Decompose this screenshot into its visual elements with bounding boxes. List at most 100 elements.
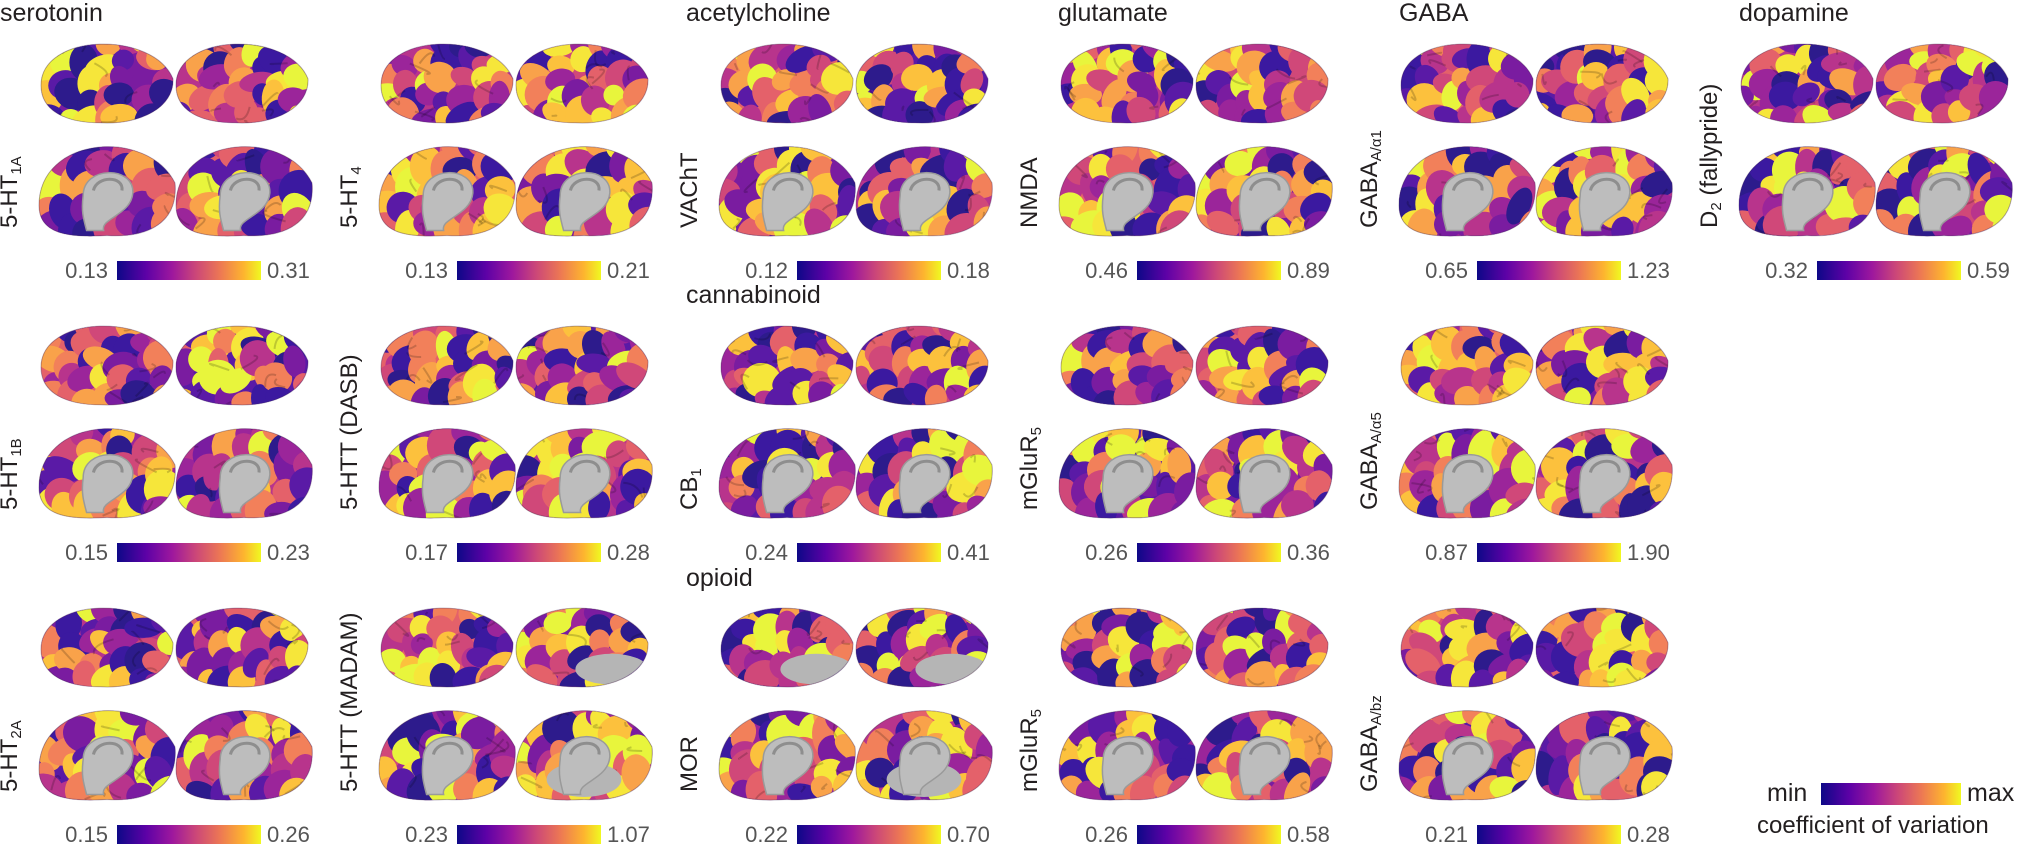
colorbar-min-value: 0.23 <box>405 822 448 847</box>
receptor-label: 5-HTT (MADAM) <box>336 612 363 792</box>
colorbar-min-value: 0.32 <box>1765 258 1808 283</box>
legend-max-label: max <box>1967 779 2015 807</box>
receptor-label-main: mGluR <box>1016 435 1043 510</box>
colorbar <box>457 825 601 844</box>
colorbar <box>457 543 601 562</box>
panel-vacht: VAChT 0.12 0.18 <box>676 28 1010 298</box>
receptor-label: MOR <box>676 736 703 792</box>
colorbar <box>1137 261 1281 280</box>
panel-5ht1a: 5-HT1A 0.13 0.31 <box>0 28 330 298</box>
colorbar <box>1817 261 1961 280</box>
receptor-label: mGluR5 <box>1016 427 1049 510</box>
panel-gabaa1: GABAA/α1 0.65 1.23 <box>1356 28 1690 298</box>
colorbar <box>457 261 601 280</box>
group-label-glutamate: glutamate <box>1058 0 1168 27</box>
colorbar-max-value: 0.26 <box>267 822 310 847</box>
brain-surface-maps <box>718 607 993 801</box>
colorbar-min-value: 0.26 <box>1085 822 1128 847</box>
panel-5htt_madam: 5-HTT (MADAM) 0.23 1.07 <box>336 592 670 862</box>
receptor-label-sub: 2 <box>1708 202 1725 211</box>
colorbar-min-value: 0.15 <box>65 822 108 847</box>
panel-mglur5a: mGluR5 0.26 0.36 <box>1016 310 1350 580</box>
colorbar-min-value: 0.26 <box>1085 540 1128 565</box>
receptor-label-sub: 1 <box>688 468 705 477</box>
panel-5ht2a: 5-HT2A 0.15 0.26 <box>0 592 330 862</box>
colorbar-min-value: 0.87 <box>1425 540 1468 565</box>
receptor-label: 5-HT4 <box>336 166 369 228</box>
colorbar <box>797 825 941 844</box>
brain-surface-maps <box>1398 43 1673 237</box>
receptor-label: 5-HT1B <box>0 438 29 510</box>
panel-5ht4: 5-HT4 0.13 0.21 <box>336 28 670 298</box>
brain-surface-maps <box>718 325 993 519</box>
panel-cb1: CB1 0.24 0.41 <box>676 310 1010 580</box>
group-label-serotonin: serotonin <box>0 0 103 27</box>
group-label-gaba: GABA <box>1399 0 1469 27</box>
panel-nmda: NMDA 0.46 0.89 <box>1016 28 1350 298</box>
receptor-label-main: 5-HT <box>336 174 363 228</box>
receptor-label-sub: 2A <box>8 720 25 739</box>
receptor-label: VAChT <box>676 152 703 228</box>
receptor-label-sub: 4 <box>348 166 365 175</box>
panel-5ht1b: 5-HT1B 0.15 0.23 <box>0 310 330 580</box>
receptor-label-main: NMDA <box>1016 157 1043 228</box>
colorbar-max-value: 0.59 <box>1967 258 2010 283</box>
panel-gabaabz: GABAA/bz 0.21 0.28 <box>1356 592 1690 862</box>
receptor-label: 5-HT2A <box>0 720 29 792</box>
colorbar-min-value: 0.17 <box>405 540 448 565</box>
colorbar <box>1137 825 1281 844</box>
receptor-label-main: 5-HT <box>0 738 23 792</box>
colorbar-min-value: 0.12 <box>745 258 788 283</box>
colorbar-max-value: 0.28 <box>607 540 650 565</box>
receptor-label: D2 (fallypride) <box>1696 84 1729 228</box>
colorbar <box>797 543 941 562</box>
receptor-label-main: 5-HT <box>0 456 23 510</box>
brain-surface-maps <box>378 43 653 237</box>
brain-surface-maps <box>1058 607 1333 801</box>
brain-surface-maps <box>38 607 313 801</box>
receptor-label: GABAA/bz <box>1356 695 1389 792</box>
receptor-label-main: mGluR <box>1016 717 1043 792</box>
colorbar-min-value: 0.46 <box>1085 258 1128 283</box>
brain-surface-maps <box>1738 43 2013 237</box>
group-label-cannabinoid: cannabinoid <box>686 281 821 309</box>
group-label-opioid: opioid <box>686 564 753 592</box>
receptor-label-main: GABA <box>1356 161 1383 228</box>
receptor-label: 5-HTT (DASB) <box>336 354 363 510</box>
receptor-label-main: GABA <box>1356 725 1383 792</box>
colorbar <box>1477 825 1621 844</box>
brain-surface-maps <box>1398 607 1673 801</box>
colorbar-min-value: 0.22 <box>745 822 788 847</box>
brain-surface-maps <box>718 43 993 237</box>
receptor-label-main: MOR <box>676 736 703 792</box>
legend-caption: coefficient of variation <box>1757 812 1989 839</box>
panel-mor: MOR 0.22 0.70 <box>676 592 1010 862</box>
receptor-label: GABAA/α1 <box>1356 130 1389 228</box>
colorbar <box>1477 543 1621 562</box>
colorbar-max-value: 0.21 <box>607 258 650 283</box>
group-label-acetylcholine: acetylcholine <box>686 0 831 27</box>
colorbar-max-value: 1.23 <box>1627 258 1670 283</box>
colorbar-max-value: 0.89 <box>1287 258 1330 283</box>
receptor-label-main: 5-HTT (MADAM) <box>336 612 363 792</box>
receptor-label-sub: A/bz <box>1368 695 1385 726</box>
colorbar-min-value: 0.13 <box>65 258 108 283</box>
receptor-label-main: GABA <box>1356 443 1383 510</box>
receptor-label-main: D <box>1696 210 1723 228</box>
brain-surface-maps <box>38 43 313 237</box>
brain-surface-maps <box>378 325 653 519</box>
receptor-label: mGluR5 <box>1016 709 1049 792</box>
colorbar-max-value: 0.41 <box>947 540 990 565</box>
colorbar <box>1137 543 1281 562</box>
colorbar <box>117 261 261 280</box>
colormap-legend: min max coefficient of variation <box>1755 775 2028 839</box>
colorbar-max-value: 0.28 <box>1627 822 1670 847</box>
colorbar-max-value: 0.70 <box>947 822 990 847</box>
colorbar-min-value: 0.24 <box>745 540 788 565</box>
colorbar-max-value: 0.36 <box>1287 540 1330 565</box>
colorbar-max-value: 0.31 <box>267 258 310 283</box>
receptor-label-main: CB <box>676 476 703 510</box>
legend-min-label: min <box>1767 779 1808 807</box>
colorbar-max-value: 1.07 <box>607 822 650 847</box>
